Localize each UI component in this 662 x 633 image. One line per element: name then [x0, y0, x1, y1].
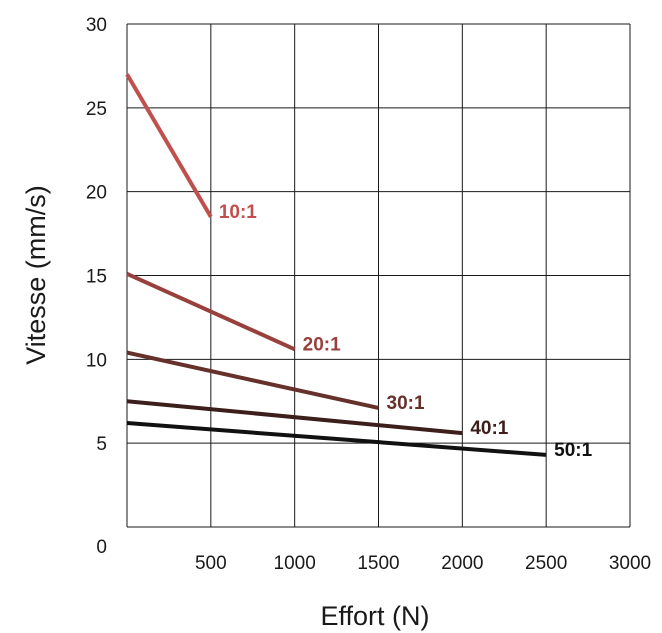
series-label: 40:1 [470, 418, 508, 439]
series-line [126, 271, 296, 352]
y-tick-label: 15 [86, 267, 107, 288]
y-tick-label: 25 [86, 99, 107, 120]
x-tick-label: 500 [195, 553, 227, 574]
series-line [126, 421, 547, 457]
series-labels: 10:1 20:1 30:1 40:1 50:1 [219, 202, 593, 461]
x-tick-label: 1000 [274, 553, 316, 574]
x-tick-labels: 500 1000 1500 2000 2500 3000 [195, 553, 651, 574]
y-tick-label: 10 [86, 350, 107, 371]
series-line [126, 399, 463, 436]
x-tick-label: 2000 [441, 553, 483, 574]
series-label: 10:1 [219, 202, 257, 223]
y-tick-labels: 0 5 10 15 20 25 30 [86, 15, 107, 558]
series-label: 30:1 [387, 393, 425, 414]
y-tick-label: 5 [96, 434, 107, 455]
chart-grid [126, 23, 631, 528]
y-tick-label: 0 [96, 537, 107, 558]
y-axis-title: Vitesse (mm/s) [21, 185, 51, 365]
y-tick-label: 30 [86, 15, 107, 36]
series-label: 20:1 [303, 334, 341, 355]
y-tick-label: 20 [86, 183, 107, 204]
x-tick-label: 3000 [609, 553, 651, 574]
series-label: 50:1 [554, 440, 592, 461]
x-axis-title: Effort (N) [320, 601, 429, 631]
x-tick-label: 2500 [525, 553, 567, 574]
series-line [126, 350, 379, 410]
x-tick-label: 1500 [357, 553, 399, 574]
series-layer [125, 73, 547, 457]
series-line [125, 73, 213, 218]
